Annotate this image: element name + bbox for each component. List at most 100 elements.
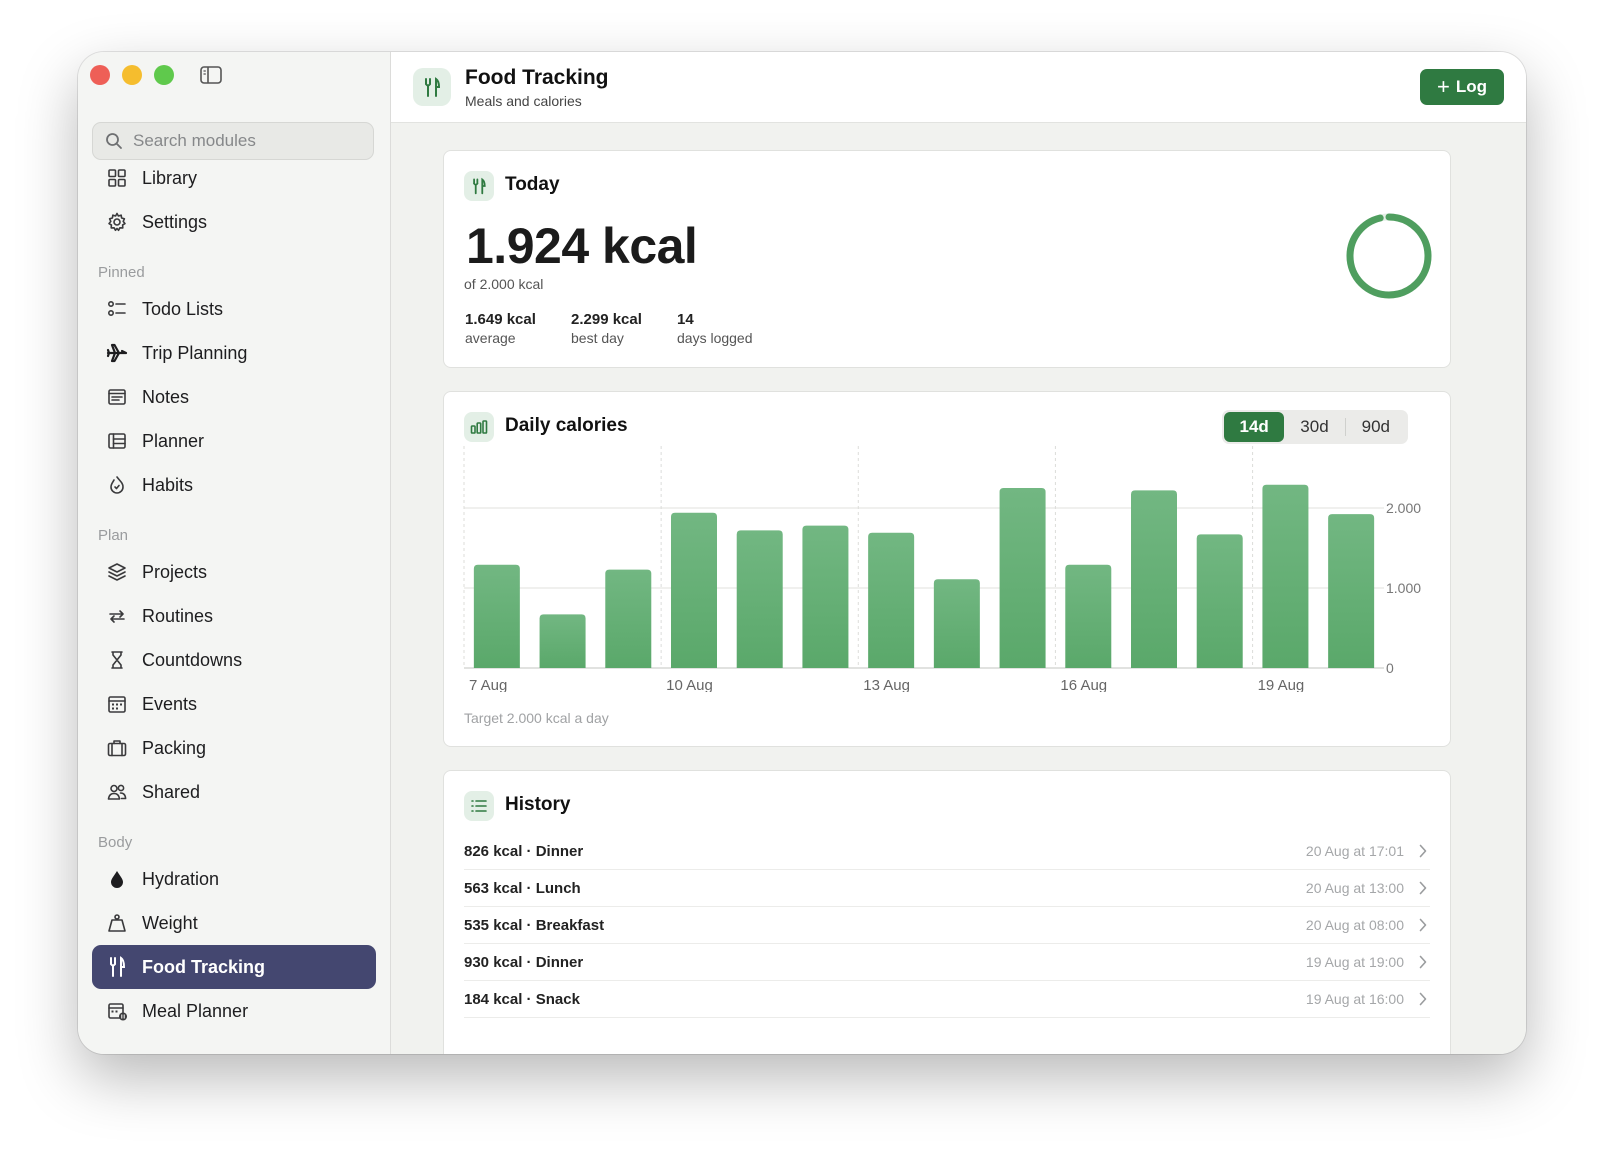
log-button-label: Log: [1455, 77, 1487, 96]
range-selector: 14d 30d 90d: [1222, 410, 1408, 444]
bar-20-aug[interactable]: [1328, 514, 1375, 668]
segment-divider: [1344, 418, 1346, 436]
bar-18-aug[interactable]: [1196, 534, 1243, 668]
sidebar-item-label: Todo Lists: [142, 298, 224, 319]
sidebar-item-packing[interactable]: Packing: [92, 726, 376, 770]
search-input[interactable]: [131, 130, 365, 152]
sidebar-item-weight[interactable]: Weight: [92, 901, 376, 945]
sidebar-toggle-icon[interactable]: [200, 66, 222, 84]
chevron-right-icon: [1419, 881, 1427, 895]
stat-value: 14: [677, 311, 694, 328]
planner-icon: [106, 430, 128, 452]
sidebar-item-settings[interactable]: Settings: [92, 200, 376, 244]
checklist-icon: [106, 298, 128, 320]
close-window-button[interactable]: [90, 65, 110, 85]
sidebar-section-plan: Plan: [98, 527, 129, 544]
history-row[interactable]: 184 kcal · Snack 19 Aug at 16:00: [464, 981, 1430, 1018]
people-icon: [106, 781, 128, 803]
bar-12-aug[interactable]: [802, 525, 849, 668]
page-header: Food Tracking Meals and calories + Log: [391, 52, 1526, 123]
history-entry-time: 19 Aug at 16:00: [1305, 991, 1404, 1007]
history-entry-text: 184 kcal · Snack: [464, 990, 580, 1008]
sidebar-item-library[interactable]: Library: [92, 156, 376, 200]
history-row[interactable]: 535 kcal · Breakfast 20 Aug at 08:00: [464, 907, 1430, 944]
bar-9-aug[interactable]: [605, 569, 652, 668]
bar-10-aug[interactable]: [671, 512, 717, 668]
sidebar-item-meal-planner[interactable]: Meal Planner: [92, 989, 376, 1033]
stat-label: best day: [571, 330, 624, 346]
app-window: Library Settings Pinned Todo Lists Trip Plan…: [78, 52, 1526, 1054]
layers-icon: [106, 561, 128, 583]
range-14d-button[interactable]: 14d: [1224, 412, 1285, 442]
history-entry-time: 19 Aug at 19:00: [1305, 954, 1404, 970]
history-row[interactable]: 930 kcal · Dinner 19 Aug at 19:00: [464, 944, 1430, 981]
sidebar-item-food-tracking[interactable]: Food Tracking: [92, 945, 376, 989]
sidebar-item-label: Events: [142, 693, 198, 714]
history-entry-text: 826 kcal · Dinner: [464, 842, 584, 860]
fork-knife-icon: [106, 956, 128, 978]
sidebar-item-label: Food Tracking: [142, 956, 266, 977]
history-entry-text: 563 kcal · Lunch: [464, 879, 581, 897]
stat-average: 1.649 kcal average: [465, 311, 536, 346]
note-icon: [106, 386, 128, 408]
history-title: History: [505, 794, 571, 815]
y-tick-label: 0: [1386, 660, 1394, 676]
hourglass-icon: [106, 649, 128, 671]
sidebar-item-hydration[interactable]: Hydration: [92, 857, 376, 901]
chevron-right-icon: [1419, 955, 1427, 969]
drop-icon: [106, 868, 128, 890]
bar-chart-icon: [464, 412, 494, 442]
today-kcal-value: 1.924 kcal: [466, 218, 698, 274]
today-title: Today: [505, 174, 560, 195]
airplane-icon: [106, 342, 128, 364]
sidebar-item-label: Habits: [142, 474, 194, 495]
calendar-icon: [106, 693, 128, 715]
bar-16-aug[interactable]: [1065, 564, 1112, 668]
bar-13-aug[interactable]: [868, 532, 915, 668]
stat-value: 2.299 kcal: [571, 311, 642, 328]
sidebar-nav: Library Settings Pinned Todo Lists Trip Plan…: [92, 156, 376, 1033]
sidebar-item-events[interactable]: Events: [92, 682, 376, 726]
sidebar-item-todo-lists[interactable]: Todo Lists: [92, 287, 376, 331]
sidebar-item-countdowns[interactable]: Countdowns: [92, 638, 376, 682]
history-row[interactable]: 563 kcal · Lunch 20 Aug at 13:00: [464, 870, 1430, 907]
range-30d-button[interactable]: 30d: [1284, 412, 1344, 442]
stat-label: average: [465, 330, 516, 346]
main-content: Food Tracking Meals and calories + Log T…: [391, 52, 1526, 1054]
bar-11-aug[interactable]: [736, 530, 783, 668]
sidebar-item-label: Trip Planning: [142, 342, 248, 363]
minimize-window-button[interactable]: [122, 65, 142, 85]
today-goal: of 2.000 kcal: [464, 276, 544, 292]
daily-calories-chart: 0 1.000 2.000 7 Aug 10 Aug 13 Aug 16 Aug 19 Aug: [463, 446, 1421, 692]
bar-7-aug[interactable]: [473, 564, 520, 668]
history-row[interactable]: 826 kcal · Dinner 20 Aug at 17:01: [464, 833, 1430, 870]
sidebar-item-routines[interactable]: Routines: [92, 594, 376, 638]
x-tick-label: 10 Aug: [666, 677, 713, 692]
log-button[interactable]: + Log: [1420, 69, 1504, 105]
plus-icon: +: [1436, 74, 1450, 99]
sidebar-item-trip-planning[interactable]: Trip Planning: [92, 331, 376, 375]
chevron-right-icon: [1419, 992, 1427, 1006]
bar-19-aug[interactable]: [1262, 484, 1309, 668]
zoom-window-button[interactable]: [154, 65, 174, 85]
bar-17-aug[interactable]: [1131, 490, 1177, 668]
weight-icon: [106, 912, 128, 934]
sidebar-item-habits[interactable]: Habits: [92, 463, 376, 507]
sidebar-item-label: Shared: [142, 781, 201, 802]
bar-14-aug[interactable]: [933, 579, 980, 668]
sidebar-section-body: Body: [98, 834, 133, 851]
sidebar-item-planner[interactable]: Planner: [92, 419, 376, 463]
sidebar-item-shared[interactable]: Shared: [92, 770, 376, 814]
sidebar-item-label: Settings: [142, 211, 208, 232]
range-90d-button[interactable]: 90d: [1346, 412, 1406, 442]
sidebar-item-label: Weight: [142, 912, 198, 933]
habits-icon: [106, 474, 128, 496]
search-box[interactable]: [92, 122, 374, 160]
sidebar-item-label: Packing: [142, 737, 207, 758]
sidebar-item-notes[interactable]: Notes: [92, 375, 376, 419]
bar-8-aug[interactable]: [539, 614, 586, 668]
sidebar-item-projects[interactable]: Projects: [92, 550, 376, 594]
bar-15-aug[interactable]: [999, 488, 1046, 668]
gear-icon: [106, 211, 128, 233]
x-tick-label: 19 Aug: [1258, 677, 1305, 692]
